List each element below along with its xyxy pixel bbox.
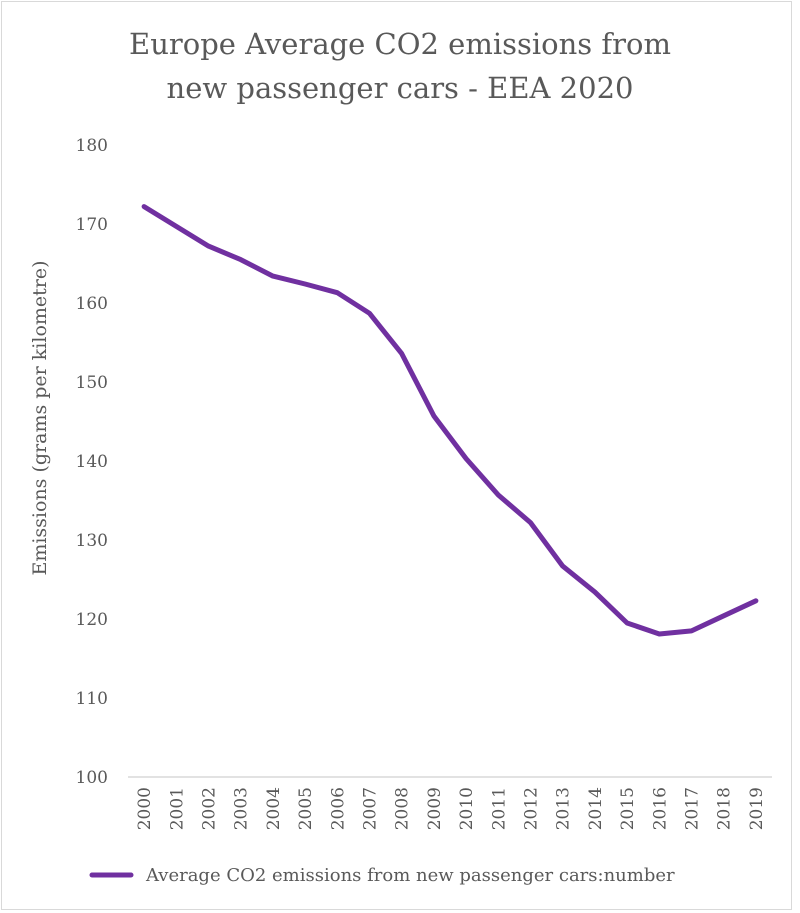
x-tick-label: 2019 — [747, 787, 767, 830]
x-tick-label: 2017 — [683, 787, 703, 830]
x-tick-label: 2002 — [200, 787, 220, 830]
x-tick-label: 2018 — [715, 787, 735, 830]
x-tick-label: 2012 — [522, 787, 542, 830]
chart-title-line-2: new passenger cars - EEA 2020 — [166, 71, 634, 105]
chart-title: Europe Average CO2 emissions from new pa… — [0, 22, 800, 110]
x-tick-label: 2010 — [457, 787, 477, 830]
x-tick-label: 2003 — [232, 787, 252, 830]
x-tick-label: 2007 — [361, 787, 381, 830]
x-tick-label: 2014 — [586, 787, 606, 830]
series-line — [141, 204, 759, 637]
y-tick-label: 170 — [76, 215, 108, 235]
legend: Average CO2 emissions from new passenger… — [89, 865, 675, 886]
series-layer — [141, 204, 759, 637]
y-axis-ticks: 100 110 120 130 140 150 160 170 180 — [76, 136, 108, 788]
x-axis-ticks: 2000 2001 2002 2003 2004 2005 2006 2007 2008 2009… — [135, 787, 767, 830]
x-tick-label: 2016 — [650, 787, 670, 830]
y-tick-label: 150 — [76, 373, 108, 393]
y-tick-label: 180 — [76, 136, 108, 156]
legend-label: Average CO2 emissions from new passenger… — [145, 865, 675, 886]
chart-title-line-1: Europe Average CO2 emissions from — [129, 27, 671, 61]
y-tick-label: 130 — [76, 531, 108, 551]
x-tick-label: 2008 — [393, 787, 413, 830]
x-tick-label: 2013 — [554, 787, 574, 830]
y-tick-label: 140 — [76, 452, 108, 472]
x-tick-label: 2001 — [167, 787, 187, 830]
x-tick-label: 2011 — [489, 787, 509, 830]
y-tick-label: 100 — [76, 768, 108, 788]
y-tick-label: 110 — [76, 689, 108, 709]
x-tick-label: 2005 — [296, 787, 316, 830]
y-tick-label: 160 — [76, 294, 108, 314]
x-tick-label: 2000 — [135, 787, 155, 830]
y-axis-label: Emissions (grams per kilometre) — [29, 260, 51, 575]
x-tick-label: 2004 — [264, 787, 284, 830]
y-tick-label: 120 — [76, 610, 108, 630]
x-tick-label: 2006 — [328, 787, 348, 830]
x-tick-label: 2015 — [618, 787, 638, 830]
x-tick-label: 2009 — [425, 787, 445, 830]
